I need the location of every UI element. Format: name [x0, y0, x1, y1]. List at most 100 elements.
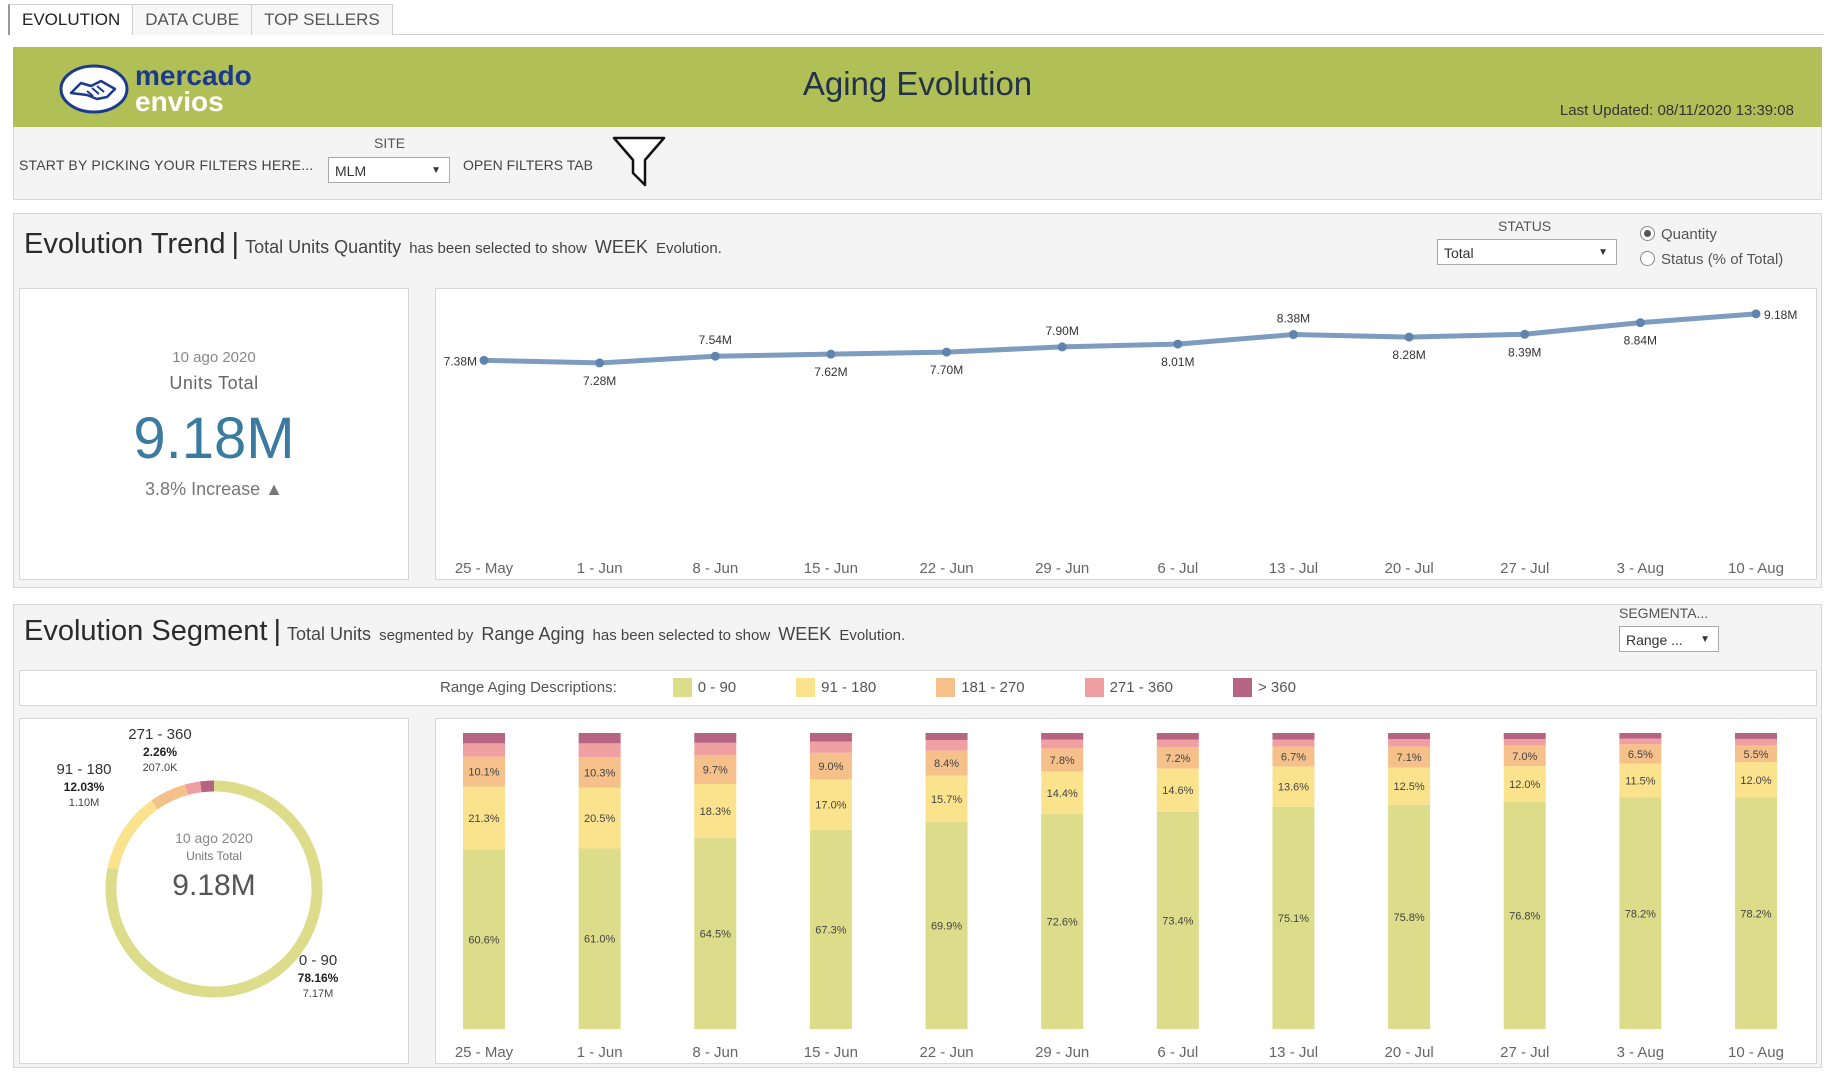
bar-segment	[1041, 748, 1084, 772]
segmentation-select-value: Range ...	[1626, 632, 1683, 648]
bar-segment	[809, 733, 852, 742]
tab-data-cube[interactable]: DATA CUBE	[132, 4, 253, 35]
bar-data-label: 12.5%	[1393, 781, 1424, 793]
donut-slice	[151, 784, 189, 810]
bar-segment	[694, 733, 737, 743]
kpi-label: Units Total	[169, 373, 259, 393]
donut-value: 9.18M	[172, 869, 255, 902]
bar-segment	[463, 756, 505, 787]
trend-line-chart: 7.38M 7.28M 7.54M 7.62M 7.70M 7.90M 8.01M 8.38M…	[444, 308, 1798, 577]
segment-subtitle-dimension: Range Aging	[481, 624, 585, 644]
open-filters-link[interactable]: OPEN FILTERS TAB	[463, 157, 593, 173]
x-tick-label: 22 - Jun	[919, 1044, 973, 1061]
bar-segment	[463, 786, 505, 850]
segment-subtitle-end: Evolution.	[839, 627, 906, 644]
x-tick-label: 13 - Jul	[1269, 560, 1318, 577]
bar-segment	[1619, 797, 1662, 1029]
bar-data-label: 18.3%	[700, 806, 731, 818]
bar-data-label: 13.6%	[1278, 782, 1309, 794]
bar-segment	[1272, 746, 1315, 767]
x-tick-label: 27 - Jul	[1500, 560, 1549, 577]
bar-data-label: 7.8%	[1050, 755, 1075, 767]
segmentation-select[interactable]: Range ... ▼	[1619, 626, 1719, 652]
donut-slice	[107, 800, 158, 870]
radio-selected-icon	[1640, 226, 1655, 241]
bar-segment	[1735, 733, 1777, 739]
donut-slice-pct: 2.26%	[143, 745, 177, 759]
bar-data-label: 20.5%	[584, 813, 615, 825]
bar-data-label: 61.0%	[584, 934, 615, 946]
trend-subtitle-measure: Total Units Quantity	[245, 237, 402, 257]
trend-data-label: 8.84M	[1624, 334, 1657, 348]
site-select[interactable]: MLM ▼	[328, 157, 450, 183]
bar-data-label: 15.7%	[931, 794, 962, 806]
legend-item-over-360: > 360	[1232, 678, 1296, 697]
evolution-segment-panel: Evolution Segment | Total Units segmented …	[13, 604, 1822, 1068]
x-tick-label: 6 - Jul	[1157, 560, 1198, 577]
bar-segment	[1619, 733, 1662, 739]
tab-top-sellers[interactable]: TOP SELLERS	[251, 4, 393, 35]
segment-title-separator: |	[273, 615, 281, 647]
bar-data-label: 10.3%	[584, 768, 615, 780]
radio-quantity-label: Quantity	[1661, 226, 1717, 243]
x-tick-label: 22 - Jun	[919, 560, 973, 577]
svg-text:envios: envios	[135, 86, 224, 117]
segment-subtitle-period: WEEK	[778, 624, 832, 644]
trend-subtitle-period: WEEK	[594, 237, 648, 257]
donut-chart: 10 ago 2020 Units Total 9.18M 271 - 360 2.26…	[56, 726, 338, 1000]
kpi-value: 9.18M	[133, 406, 295, 471]
status-select-value: Total	[1444, 245, 1474, 261]
trend-title-separator: |	[231, 228, 240, 260]
donut-label: Units Total	[186, 849, 242, 863]
bar-data-label: 8.4%	[934, 758, 959, 770]
bar-segment	[1503, 801, 1546, 1029]
donut-card: 10 ago 2020 Units Total 9.18M 271 - 360 2.26…	[19, 718, 409, 1064]
bar-segment	[1041, 771, 1084, 815]
x-tick-label: 3 - Aug	[1617, 560, 1665, 577]
bar-segment	[809, 829, 852, 1029]
trend-data-label: 8.28M	[1392, 348, 1425, 362]
bar-segment	[1619, 744, 1662, 764]
bar-data-label: 69.9%	[931, 921, 962, 933]
bar-data-label: 78.2%	[1740, 908, 1771, 920]
trend-point	[1635, 318, 1645, 328]
trend-subtitle-end: Evolution.	[655, 240, 722, 257]
legend-swatch	[936, 678, 956, 697]
bar-segment	[1735, 797, 1777, 1029]
bar-data-label: 7.1%	[1397, 752, 1422, 764]
donut-slice-name: 0 - 90	[299, 952, 337, 969]
legend-label: 91 - 180	[821, 679, 877, 696]
bar-segment	[1156, 768, 1199, 812]
bar-data-label: 5.5%	[1743, 749, 1768, 761]
tab-evolution[interactable]: EVOLUTION	[8, 4, 134, 35]
radio-quantity[interactable]: Quantity	[1640, 226, 1717, 243]
bar-segment	[694, 783, 737, 839]
status-select[interactable]: Total ▼	[1437, 239, 1617, 265]
donut-slice-amount: 1.10M	[69, 797, 100, 809]
bar-segment	[1041, 739, 1084, 749]
bar-data-label: 64.5%	[700, 929, 731, 941]
tab-bar: EVOLUTION DATA CUBE TOP SELLERS	[8, 4, 1824, 35]
x-tick-label: 27 - Jul	[1500, 1044, 1549, 1061]
stacked-bar-chart: 60.6% 21.3% 10.1% 61.0% 20.5% 10.3% 64.5% 18.3%…	[455, 733, 1784, 1061]
filter-funnel-icon[interactable]	[611, 133, 667, 189]
legend-label: > 360	[1257, 679, 1296, 696]
x-tick-label: 8 - Jun	[692, 1044, 738, 1061]
filter-bar: START BY PICKING YOUR FILTERS HERE... SI…	[13, 127, 1822, 200]
bar-segment	[463, 733, 505, 744]
donut-slice-amount: 207.0K	[143, 762, 179, 774]
radio-status-pct[interactable]: Status (% of Total)	[1640, 251, 1783, 268]
donut-slice-amount: 7.17M	[303, 988, 334, 1000]
bar-segment	[1041, 814, 1084, 1029]
bar-data-label: 72.6%	[1047, 917, 1078, 929]
bar-segment	[925, 740, 968, 751]
bar-segment	[809, 741, 852, 753]
trend-subtitle-mid: has been selected to show	[409, 240, 587, 257]
bar-data-label: 7.0%	[1512, 751, 1537, 763]
bar-data-label: 12.0%	[1740, 775, 1771, 787]
trend-point	[826, 349, 836, 359]
x-tick-label: 1 - Jun	[577, 1044, 623, 1061]
bar-data-label: 6.7%	[1281, 752, 1306, 764]
svg-text:mercado: mercado	[135, 60, 252, 91]
trend-point	[942, 347, 952, 357]
